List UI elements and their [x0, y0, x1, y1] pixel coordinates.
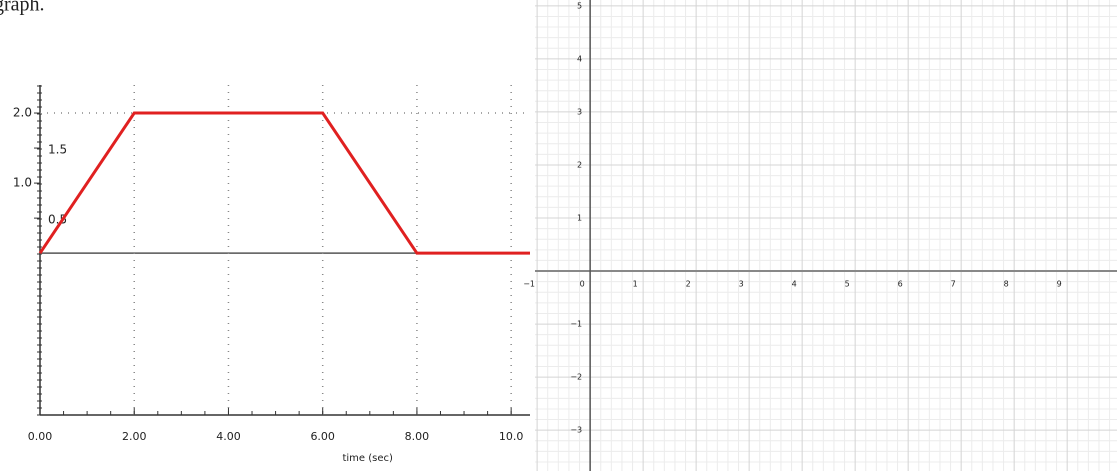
text-fragment: graph. — [0, 0, 45, 16]
x-tick-label: 2 — [686, 280, 691, 289]
y-tick-label: 1 — [577, 213, 582, 222]
y-tick-label: 2 — [577, 160, 582, 169]
x-tick-label: 6 — [898, 280, 903, 289]
data-line — [38, 111, 530, 255]
x-tick-label: −1 — [523, 280, 535, 289]
y-tick-label: 4 — [577, 54, 582, 63]
x-tick-label: 4 — [792, 280, 797, 289]
x-tick-label: 0 — [580, 280, 585, 289]
y-tick-label: 1.5 — [48, 143, 67, 157]
y-tick-label: 1.0 — [13, 176, 32, 190]
x-tick-label: 5 — [845, 280, 850, 289]
x-tick-label: 10.0 — [499, 430, 524, 443]
x-tick-label: 9 — [1057, 280, 1062, 289]
x-tick-label: 8.00 — [405, 430, 430, 443]
x-tick-label: 8 — [1004, 280, 1009, 289]
x-tick-label: 6.00 — [310, 430, 335, 443]
y-tick-label: 5 — [577, 1, 582, 10]
y-tick-label: −3 — [570, 426, 582, 435]
x-tick-label: 3 — [739, 280, 744, 289]
x-tick-label: 1 — [633, 280, 638, 289]
y-tick-label: 0.5 — [48, 213, 67, 227]
x-tick-label: 7 — [951, 280, 956, 289]
plot-background — [535, 0, 1117, 471]
y-tick-label: −1 — [570, 320, 582, 329]
x-tick-label: 4.00 — [216, 430, 241, 443]
y-tick-label: −2 — [570, 373, 582, 382]
y-tick-label: 2.0 — [13, 106, 32, 120]
x-tick-label: 0.00 — [28, 430, 53, 443]
x-tick-label: 2.00 — [122, 430, 147, 443]
x-axis-label: time (sec) — [342, 453, 393, 464]
y-tick-label: 3 — [577, 107, 582, 116]
